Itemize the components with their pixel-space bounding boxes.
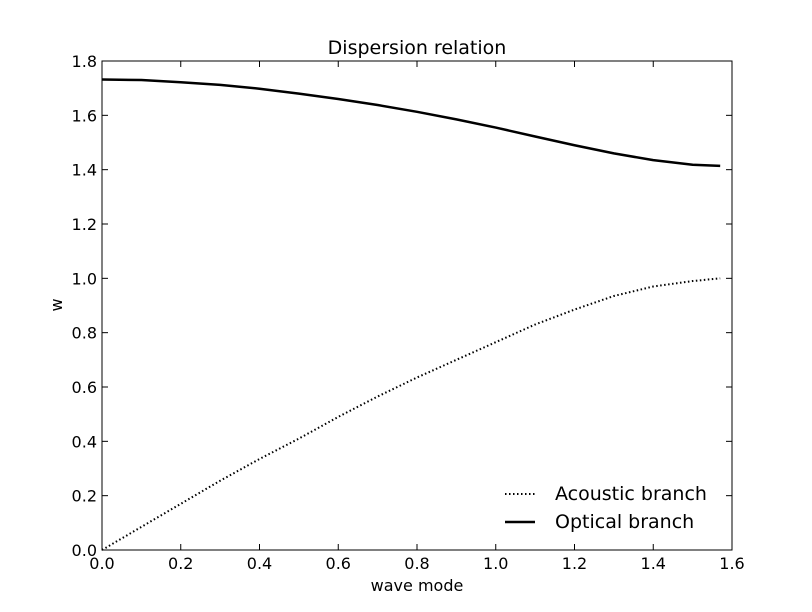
y-tick-label: 0.8 [72,324,97,343]
x-tick-label: 0.6 [326,554,351,573]
x-axis-ticks: 0.0 0.2 0.4 0.6 0.8 1.0 1.2 1.4 1.6 [89,61,745,573]
plot-frame [101,60,733,551]
y-tick-label: 1.0 [72,269,97,288]
x-tick-label: 1.2 [562,554,587,573]
y-axis-ticks: 0.0 0.2 0.4 0.6 0.8 1.0 1.2 1.4 1.6 1.8 [72,52,732,560]
chart-title: Dispersion relation [328,37,507,59]
series-line-optical [101,78,721,168]
y-tick-label: 0.4 [72,432,97,451]
x-tick-label: 0.4 [247,554,272,573]
x-tick-label: 0.0 [89,554,114,573]
y-tick-label: 1.6 [72,106,97,125]
legend-label-optical: Optical branch [555,511,694,533]
legend-label-acoustic: Acoustic branch [555,483,707,505]
y-tick-label: 0.6 [72,378,97,397]
y-tick-label: 1.2 [72,215,97,234]
x-tick-label: 0.8 [404,554,429,573]
x-tick-label: 1.4 [641,554,666,573]
x-tick-label: 1.6 [719,554,744,573]
y-tick-label: 1.8 [72,52,97,71]
y-tick-label: 1.4 [72,161,97,180]
legend: Acoustic branch Optical branch [505,483,707,533]
series-layer [101,78,721,551]
series-line-acoustic [101,277,721,551]
y-tick-label: 0.0 [72,541,97,560]
y-tick-label: 0.2 [72,487,97,506]
x-tick-label: 1.0 [483,554,508,573]
y-axis-label: w [47,298,66,311]
x-axis-label: wave mode [371,576,464,595]
x-tick-label: 0.2 [168,554,193,573]
